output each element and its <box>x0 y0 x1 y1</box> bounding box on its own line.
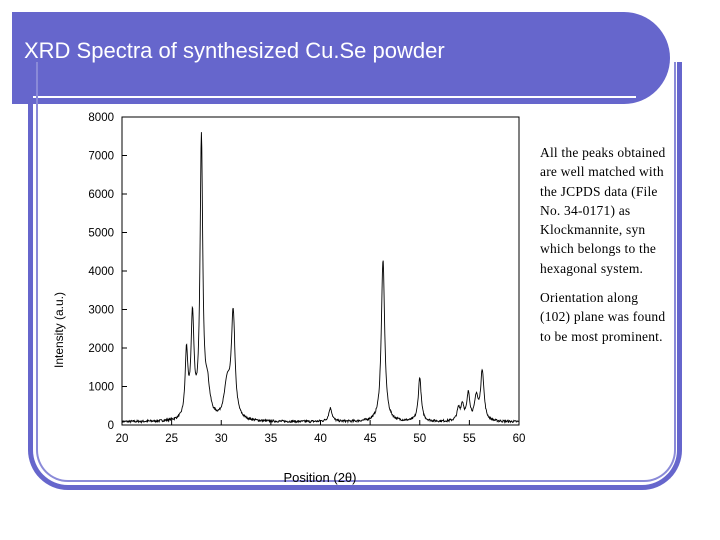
x-tick-label: 35 <box>264 433 277 445</box>
plot-area <box>121 116 520 426</box>
paragraph-orientation: Orientation along (102) plane was found … <box>540 290 666 344</box>
x-tick-label: 20 <box>116 433 129 445</box>
y-tick-label: 4000 <box>88 266 114 278</box>
content-frame-inner <box>36 62 676 482</box>
xrd-spectrum-line <box>121 132 520 425</box>
y-tick-label: 2000 <box>88 343 114 355</box>
title-banner <box>12 12 670 104</box>
y-tick-label: 3000 <box>88 305 114 317</box>
y-tick-label: 7000 <box>88 151 114 163</box>
x-axis-label: Position (2θ) <box>284 470 357 485</box>
title-underline <box>30 96 636 98</box>
x-tick-label: 60 <box>513 433 526 445</box>
slide-title: XRD Spectra of synthesized Cu.Se powder <box>24 38 445 63</box>
x-tick-label: 40 <box>314 433 327 445</box>
xrd-chart: 20 25 30 35 40 45 50 55 60 0 1000 2000 3000 4000 5000 6… <box>52 112 525 485</box>
x-tick-label: 50 <box>413 433 426 445</box>
y-tick-label: 6000 <box>88 189 114 201</box>
y-tick-label: 8000 <box>88 112 114 124</box>
y-tick-label: 5000 <box>88 228 114 240</box>
content-frame <box>28 62 682 490</box>
x-tick-label: 25 <box>165 433 178 445</box>
x-tick-label: 55 <box>463 433 476 445</box>
x-tick-label: 45 <box>364 433 377 445</box>
paragraph-peaks: All the peaks obtained are well matched … <box>540 145 666 276</box>
y-axis-label: Intensity (a.u.) <box>52 292 66 368</box>
y-tick-label: 0 <box>108 420 114 432</box>
axis-tick-labels: 20 25 30 35 40 45 50 55 60 0 1000 2000 3000 4000 5000 6… <box>88 112 525 445</box>
y-tick-label: 1000 <box>88 382 114 394</box>
description-text: All the peaks obtained are well matched … <box>540 143 670 356</box>
x-tick-label: 30 <box>215 433 228 445</box>
